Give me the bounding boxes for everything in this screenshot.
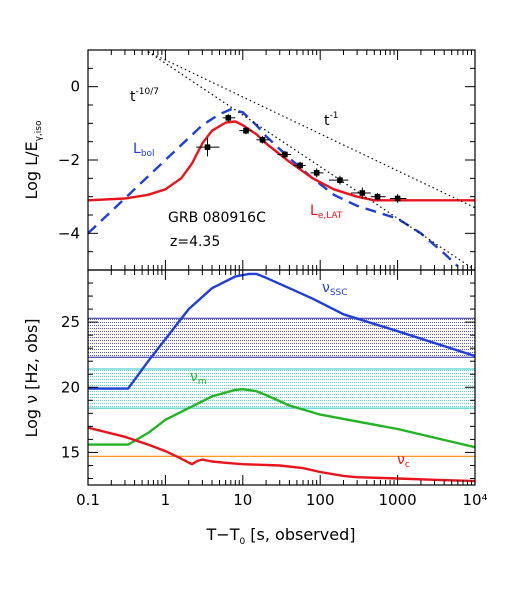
x-tick-label: 0.1 (76, 491, 100, 509)
bottom-y-title: Log ν [Hz, obs] (22, 318, 41, 437)
y-tick-label: 0 (70, 78, 80, 96)
x-tick-label: 10 (233, 491, 252, 509)
data-point (204, 144, 211, 150)
band-fill (88, 318, 475, 358)
y-tick-label: −2 (58, 151, 80, 169)
top-ticks: −4 −2 0 (58, 49, 476, 271)
data-point (297, 162, 303, 169)
nu-m-label: νm (190, 369, 207, 387)
series-line--m (88, 388, 475, 449)
series-line--ssc (88, 272, 475, 390)
y-tick-label: 25 (61, 313, 80, 331)
top-series (88, 51, 475, 270)
data-point (243, 127, 249, 134)
data-point (359, 190, 366, 196)
series-line-l-bol (88, 108, 459, 268)
data-point (337, 177, 343, 183)
x-tick-label: 1 (161, 491, 171, 509)
nu-c-label: νc (397, 452, 410, 470)
data-point (282, 151, 288, 158)
top-panel: −4 −2 0 t-10/7 t-1 Lbol Le,LAT GRB 080916C… (22, 49, 476, 271)
x-tick-label: 10⁴ (462, 491, 487, 509)
y-tick-label: −4 (58, 224, 80, 242)
top-y-title: Log L/Eγ,iso (22, 120, 44, 199)
bottom-panel: 0.1 1 10 100 1000 10⁴ 15 20 25 νSSC νm νc Log ν … (22, 269, 488, 547)
data-point (394, 195, 401, 202)
y-tick-label: 15 (61, 443, 80, 461)
lbol-label: Lbol (133, 141, 155, 159)
data-point (259, 137, 266, 143)
lelat-label: Le,LAT (310, 203, 343, 221)
data-point (313, 170, 320, 176)
bottom-bands (88, 317, 475, 457)
t-power-a-label: t-10/7 (130, 87, 159, 105)
data-point (374, 193, 381, 200)
series-line-l-e-lat (88, 120, 475, 202)
redshift-label: z=4.35 (170, 234, 220, 250)
series-line--c (88, 426, 475, 483)
grb-name: GRB 080916C (168, 210, 266, 226)
top-frame (87, 49, 476, 271)
bottom-frame (87, 269, 476, 486)
t-power-b-label: t-1 (324, 111, 338, 129)
series-line-t-1 (147, 51, 475, 209)
x-axis-title: T−T0 [s, observed] (206, 525, 356, 547)
x-tick-label: 100 (306, 491, 335, 509)
x-tick-label: 1000 (379, 491, 417, 509)
top-points (196, 114, 407, 203)
bottom-series (88, 272, 475, 483)
nu-ssc-label: νSSC (322, 280, 348, 298)
data-point (225, 115, 232, 121)
y-tick-label: 20 (61, 378, 80, 396)
